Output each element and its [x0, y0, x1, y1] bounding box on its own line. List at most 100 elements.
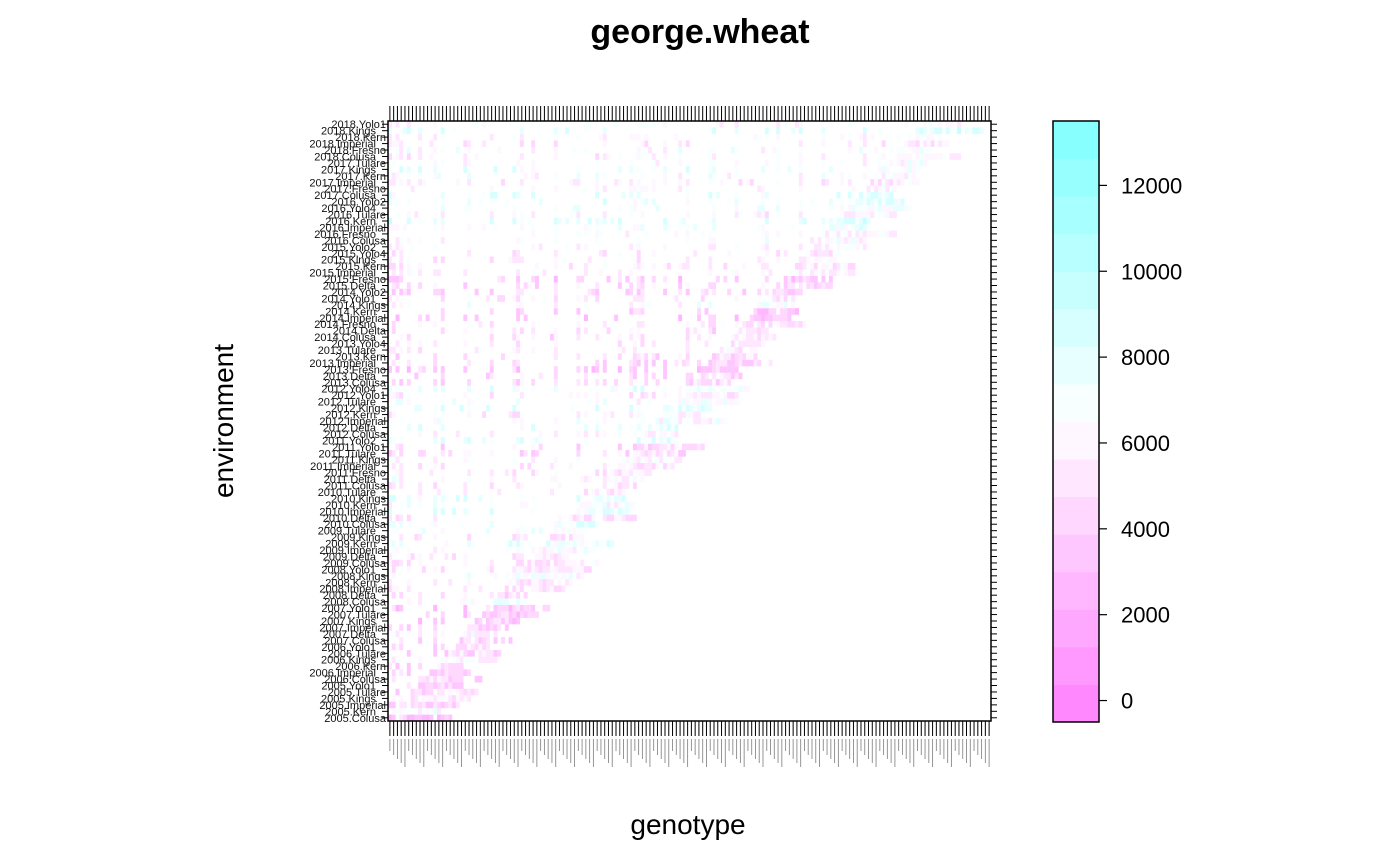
heatmap-cell	[681, 398, 686, 406]
heatmap-cell	[602, 430, 607, 438]
heatmap-cell	[629, 166, 634, 173]
heatmap-cell	[538, 430, 543, 438]
heatmap-cell	[516, 379, 521, 386]
heatmap-cell	[730, 372, 735, 380]
heatmap-cell	[436, 675, 441, 683]
heatmap-cell	[712, 385, 717, 393]
heatmap-cell	[440, 695, 445, 702]
heatmap-cell	[776, 121, 781, 128]
heatmap-cell	[508, 256, 513, 264]
heatmap-cell	[576, 333, 581, 341]
heatmap-cell	[553, 346, 558, 354]
heatmap-cell	[847, 269, 852, 276]
heatmap-cell	[399, 391, 404, 399]
heatmap-cell	[399, 714, 404, 722]
heatmap-cell	[410, 269, 415, 276]
heatmap-cell	[467, 572, 472, 580]
heatmap-cell	[783, 282, 788, 289]
heatmap-cell	[501, 598, 505, 606]
heatmap-cell	[587, 121, 592, 128]
heatmap-cell	[689, 411, 694, 418]
heatmap-cell	[395, 475, 400, 483]
heatmap-cell	[463, 366, 468, 373]
heatmap-cell	[388, 346, 392, 354]
heatmap-cell	[508, 540, 513, 547]
heatmap-cell	[761, 282, 766, 289]
heatmap-cell	[900, 166, 905, 173]
heatmap-cell	[531, 559, 536, 567]
heatmap-cell	[440, 701, 445, 709]
heatmap-cell	[727, 353, 732, 360]
heatmap-cell	[436, 269, 441, 276]
heatmap-cell	[719, 417, 724, 425]
heatmap-cell	[730, 353, 735, 360]
heatmap-cell	[828, 275, 833, 283]
y-tick-label: 2008.Colusa	[324, 597, 387, 609]
heatmap-cell	[738, 340, 743, 347]
heatmap-cell	[557, 540, 562, 547]
y-tick-label: 2005.Colusa	[324, 713, 387, 725]
heatmap-cell	[625, 230, 630, 238]
heatmap-cell	[674, 295, 679, 302]
heatmap-cell	[418, 217, 423, 225]
heatmap-cell	[791, 282, 796, 289]
heatmap-cell	[512, 540, 517, 547]
heatmap-cell	[663, 437, 668, 444]
heatmap-cell	[648, 450, 652, 457]
heatmap-cell	[489, 198, 494, 206]
heatmap-cell	[410, 701, 415, 709]
heatmap-cell	[580, 540, 585, 547]
heatmap-cell	[463, 282, 468, 289]
heatmap-cell	[482, 650, 487, 657]
heatmap-cell	[455, 682, 460, 689]
heatmap-cell	[791, 288, 796, 296]
heatmap-cell	[877, 179, 882, 186]
heatmap-cell	[693, 224, 698, 231]
heatmap-cell	[629, 288, 634, 296]
heatmap-cell	[580, 508, 585, 515]
heatmap-cell	[862, 224, 867, 231]
heatmap-cell	[421, 701, 426, 709]
heatmap-cell	[557, 533, 562, 541]
heatmap-cell	[576, 353, 581, 360]
heatmap-cell	[813, 282, 818, 289]
heatmap-cell	[651, 437, 656, 444]
heatmap-cell	[463, 269, 468, 276]
heatmap-cell	[512, 327, 517, 335]
heatmap-cell	[467, 359, 472, 367]
heatmap-cell	[459, 404, 464, 412]
heatmap-cell	[862, 211, 867, 218]
heatmap-cell	[406, 501, 411, 509]
x-ticks-top	[389, 106, 990, 121]
heatmap-cell	[881, 198, 886, 206]
heatmap-cell	[712, 288, 717, 296]
heatmap-cell	[433, 430, 438, 438]
heatmap-cell	[508, 591, 513, 599]
x-ticks-bottom	[389, 721, 990, 736]
heatmap-cell	[636, 398, 641, 406]
heatmap-cell	[474, 288, 479, 296]
heatmap-cell	[632, 514, 637, 522]
heatmap-cell	[651, 391, 656, 399]
heatmap-cell	[534, 450, 539, 457]
heatmap-cell	[534, 172, 539, 180]
heatmap-cell	[414, 211, 419, 218]
heatmap-cell	[433, 624, 438, 631]
heatmap-cell	[546, 572, 551, 580]
heatmap-cell	[444, 495, 449, 502]
heatmap-cell	[859, 204, 864, 212]
heatmap-cell	[550, 572, 554, 580]
heatmap-cell	[523, 533, 528, 541]
heatmap-cell	[516, 398, 521, 406]
heatmap-cell	[534, 559, 539, 567]
heatmap-cell	[440, 237, 445, 244]
heatmap-cell	[629, 159, 634, 167]
heatmap-cell	[877, 153, 882, 160]
heatmap-cell	[440, 688, 445, 696]
heatmap-cell	[391, 591, 396, 599]
heatmap-cell	[911, 166, 916, 173]
heatmap-cell	[388, 185, 392, 193]
heatmap-cell	[632, 385, 637, 393]
heatmap-cell	[553, 217, 558, 225]
heatmap-cell	[712, 321, 717, 328]
